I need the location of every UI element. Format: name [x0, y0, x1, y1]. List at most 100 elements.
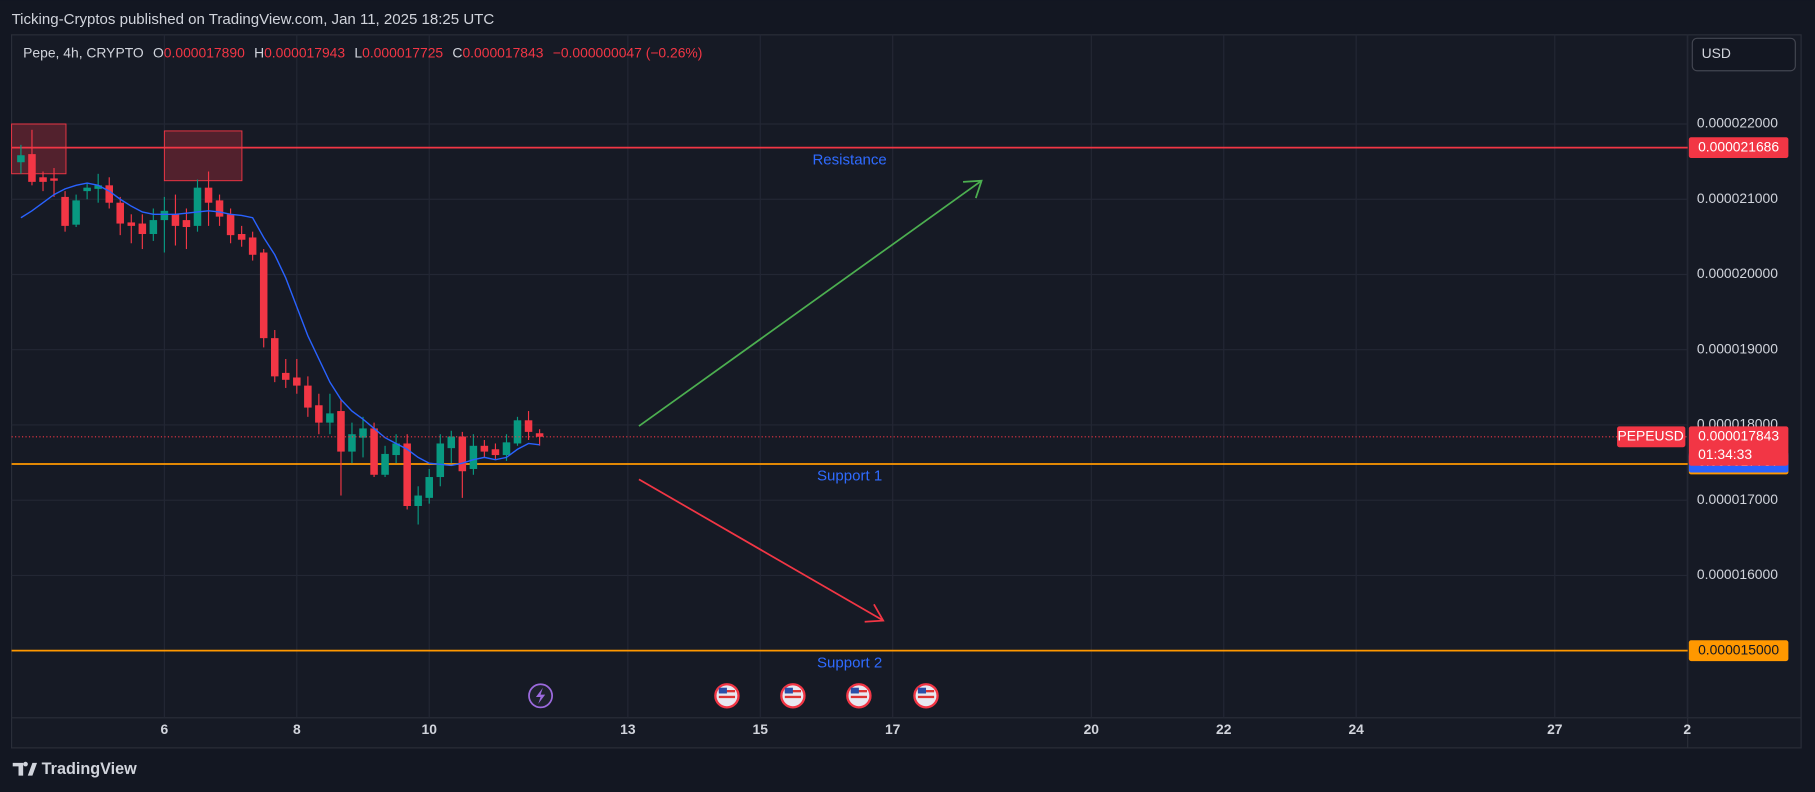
x-tick-label: 6	[161, 721, 169, 737]
symbol-tag	[1617, 426, 1686, 448]
candle-body	[414, 495, 422, 506]
x-tick-label: 15	[753, 721, 769, 737]
x-tick-label: 27	[1547, 721, 1563, 737]
flag-icon[interactable]	[913, 683, 939, 709]
legend-key: C	[452, 44, 462, 60]
candle-body	[105, 185, 113, 203]
x-tick-label: 10	[422, 721, 438, 737]
candle-body	[513, 420, 522, 444]
candle-body	[370, 428, 378, 475]
canton	[784, 687, 793, 694]
stripe	[917, 695, 935, 699]
candle-body	[304, 385, 312, 408]
level-tag	[1688, 640, 1789, 662]
moving-average	[20, 182, 540, 467]
legend-value: 0.000017890	[164, 44, 245, 60]
level-annotation: Support 1	[817, 468, 882, 485]
down-arrow	[638, 478, 885, 623]
legend-value: 0.000017725	[362, 44, 443, 60]
stripe	[718, 695, 736, 699]
candle-body	[403, 443, 411, 506]
x-tick-label: 24	[1348, 721, 1364, 737]
candle-body	[502, 442, 511, 456]
candle-body	[259, 252, 268, 339]
x-tick-label: 8	[293, 721, 301, 737]
candle-body	[171, 214, 180, 226]
candle-body	[182, 220, 191, 228]
brand-name: TradingView	[42, 760, 137, 778]
stripe	[850, 695, 867, 699]
legend-change: −0.000000047 (−0.26%)	[553, 44, 703, 60]
x-tick-label: 22	[1216, 721, 1232, 737]
currency-label: USD	[1702, 45, 1731, 61]
chart-frame	[10, 34, 1802, 749]
candle-body	[237, 234, 246, 240]
candle-body	[204, 187, 213, 203]
canton	[718, 687, 727, 694]
candle-body	[149, 220, 158, 235]
level-annotation: Support 2	[817, 654, 882, 671]
arrow-shaft	[638, 179, 983, 427]
up-arrow	[638, 179, 983, 427]
candle-body	[215, 200, 224, 217]
flag-icon[interactable]	[846, 683, 872, 709]
candle-body	[337, 411, 345, 452]
candle-body	[138, 223, 147, 235]
countdown: 01:34:33	[1698, 446, 1752, 462]
y-tick-label: 0.000019000	[1697, 340, 1778, 356]
event-icons	[528, 683, 939, 709]
candle-body	[226, 214, 235, 236]
brand-logo	[12, 761, 38, 776]
axes: 0.0000160000.0000170000.0000180000.00001…	[161, 115, 1789, 737]
candle-body	[425, 477, 433, 498]
y-tick-label: 0.000020000	[1697, 265, 1778, 281]
y-tick-label: 0.000017000	[1697, 491, 1778, 507]
stripe	[784, 695, 802, 699]
candle-body	[50, 178, 58, 181]
candle-body	[315, 405, 323, 423]
arrow-head	[963, 179, 983, 199]
plot	[11, 129, 1688, 525]
level-annotation: Resistance	[812, 151, 886, 168]
arrow-head	[864, 603, 885, 623]
candle-body	[359, 428, 367, 438]
arrow-shaft	[638, 478, 884, 622]
candle-body	[491, 449, 500, 456]
candle-body	[17, 155, 25, 163]
candle-body	[392, 443, 400, 456]
legend-key: H	[254, 44, 264, 60]
candle-body	[293, 377, 301, 386]
currency-button[interactable]	[1691, 37, 1796, 72]
candle-body	[469, 445, 478, 469]
y-tick-label: 0.000021000	[1697, 190, 1778, 206]
last-price-tag	[1688, 426, 1789, 466]
x-tick-label: 17	[885, 721, 901, 737]
legend-value: 0.000017943	[264, 44, 345, 60]
y-tick-label: 0.000016000	[1697, 566, 1778, 582]
header-title: Ticking-Cryptos published on TradingView…	[12, 11, 495, 28]
legend-value: 0.000017843	[462, 44, 543, 60]
candle-body	[281, 372, 290, 380]
supply-zone	[163, 130, 243, 182]
candle-body	[61, 196, 69, 226]
candle-body	[458, 436, 467, 472]
candle-body	[524, 420, 533, 432]
candle-body	[160, 210, 169, 221]
candle-body	[72, 200, 80, 225]
x-tick-label: 20	[1084, 721, 1100, 737]
flag-icon[interactable]	[780, 683, 806, 709]
candle-body	[127, 222, 136, 226]
candle-body	[39, 177, 47, 182]
level-tag-label: 0.000015000	[1698, 641, 1779, 657]
flag-icon[interactable]	[714, 683, 740, 709]
candle-body	[535, 433, 544, 437]
x-tick-label: 13	[620, 721, 636, 737]
canton	[917, 687, 927, 694]
y-tick-label: 0.000022000	[1697, 115, 1778, 131]
candle-body	[326, 413, 334, 423]
candle-body	[270, 338, 279, 377]
candle-body	[83, 187, 91, 192]
lightning	[535, 687, 546, 704]
